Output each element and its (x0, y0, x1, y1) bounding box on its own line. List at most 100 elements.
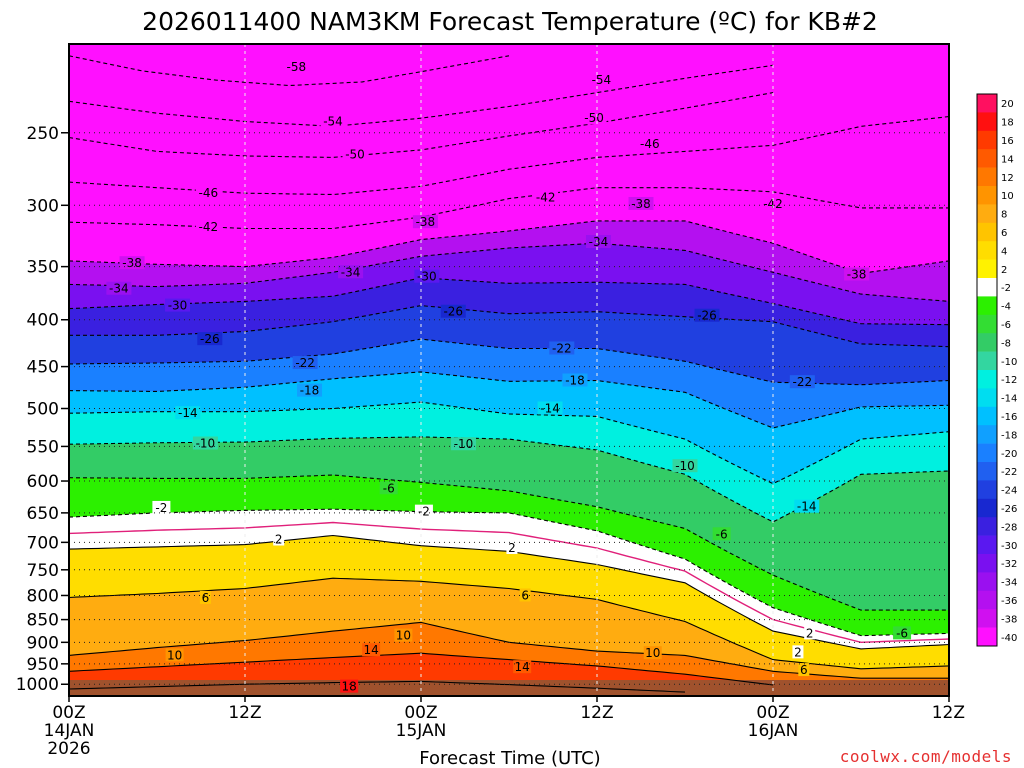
band-cell (435, 437, 438, 485)
band-cell (505, 199, 508, 232)
band-cell (419, 71, 422, 119)
band-cell (409, 341, 412, 374)
band-cell (455, 280, 458, 310)
band-cell (121, 223, 124, 264)
band-cell (255, 228, 258, 267)
band-cell (111, 478, 114, 516)
band-cell (335, 475, 338, 510)
band-cell (159, 411, 162, 444)
band-cell (465, 486, 468, 513)
band-cell (541, 312, 544, 350)
band-cell (273, 585, 276, 639)
band-cell (85, 548, 88, 598)
band-cell (93, 335, 96, 365)
band-cell (423, 305, 426, 341)
band-cell (411, 481, 414, 512)
band-cell (523, 196, 526, 230)
band-cell (127, 263, 130, 287)
band-cell (421, 186, 424, 218)
band-cell (243, 640, 246, 663)
band-cell (145, 593, 148, 650)
band-cell (331, 438, 334, 476)
band-cell (449, 629, 452, 656)
band-cell (293, 124, 296, 158)
band-cell (401, 44, 404, 76)
band-cell (519, 104, 522, 135)
band-cell (183, 152, 186, 190)
band-cell (77, 222, 80, 262)
band-cell (379, 437, 382, 480)
band-cell (273, 637, 276, 662)
band-cell (295, 582, 298, 636)
band-cell (171, 286, 174, 305)
band-cell (157, 647, 160, 668)
band-cell (485, 139, 488, 175)
band-cell (519, 492, 522, 516)
band-cell (185, 76, 188, 117)
band-cell (149, 363, 152, 392)
band-cell (87, 363, 90, 392)
band-cell (163, 335, 166, 364)
band-cell (153, 112, 156, 152)
band-cell (321, 579, 324, 633)
band-cell (235, 192, 238, 229)
band-cell (109, 184, 112, 224)
band-cell (175, 390, 178, 413)
band-cell (99, 669, 102, 689)
band-cell (473, 657, 476, 684)
band-cell (251, 121, 254, 157)
band-cell (223, 332, 226, 363)
band-cell (459, 208, 462, 237)
band-cell (369, 347, 372, 377)
band-cell (135, 263, 138, 287)
band-cell (215, 545, 218, 591)
band-cell (523, 643, 526, 662)
band-cell (189, 333, 192, 363)
band-cell (493, 587, 496, 640)
band-cell (369, 191, 372, 225)
band-cell (343, 156, 346, 195)
band-cell (391, 44, 394, 78)
band-cell (161, 335, 164, 364)
band-cell (225, 227, 228, 267)
band-cell (525, 313, 528, 350)
band-cell (93, 44, 96, 62)
band-cell (329, 578, 332, 633)
band-cell (507, 413, 510, 440)
band-cell (275, 660, 278, 685)
band-cell (529, 196, 532, 230)
band-cell (173, 44, 176, 76)
band-cell (205, 117, 208, 155)
band-cell (205, 545, 208, 592)
band-cell (401, 243, 404, 261)
band-cell (137, 412, 140, 444)
band-cell (471, 377, 474, 410)
band-cell (493, 489, 496, 514)
band-cell (371, 223, 374, 251)
band-cell (377, 437, 380, 480)
band-cell (131, 412, 134, 444)
band-cell (95, 307, 98, 336)
band-cell (239, 301, 242, 333)
band-cell (261, 228, 264, 266)
band-cell (201, 265, 204, 286)
band-cell (345, 226, 348, 256)
band-cell (91, 390, 94, 414)
band-cell (97, 669, 100, 689)
band-cell (365, 406, 368, 439)
band-cell (201, 226, 204, 267)
band-cell (131, 147, 134, 187)
band-cell (327, 631, 330, 659)
band-cell (487, 488, 490, 514)
band-cell (325, 296, 328, 324)
band-cell (175, 303, 178, 336)
band-cell (281, 410, 284, 442)
band-cell (151, 411, 154, 444)
band-cell (169, 666, 172, 687)
band-cell (91, 222, 94, 263)
band-cell (311, 84, 314, 126)
band-cell (205, 190, 208, 228)
band-cell (205, 284, 208, 304)
band-cell (413, 150, 416, 188)
band-cell (143, 111, 146, 150)
